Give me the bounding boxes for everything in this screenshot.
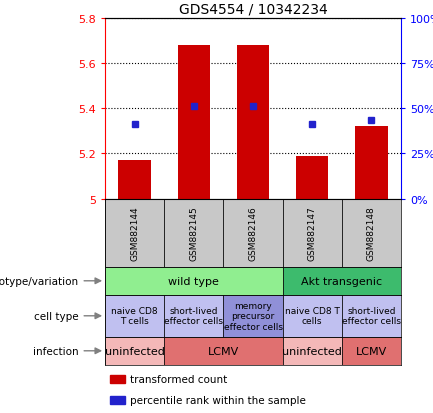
Bar xyxy=(237,46,269,199)
Bar xyxy=(223,295,283,337)
Bar xyxy=(105,267,283,295)
Text: genotype/variation: genotype/variation xyxy=(0,276,78,286)
Text: uninfected: uninfected xyxy=(282,346,342,356)
Bar xyxy=(283,337,342,365)
Text: memory
precursor
effector cells: memory precursor effector cells xyxy=(223,301,282,331)
Text: GSM882146: GSM882146 xyxy=(249,206,258,261)
Bar xyxy=(283,199,342,267)
Text: GSM882148: GSM882148 xyxy=(367,206,376,261)
Text: transformed count: transformed count xyxy=(130,374,227,384)
Bar xyxy=(178,46,210,199)
Text: LCMV: LCMV xyxy=(356,346,387,356)
Bar xyxy=(342,337,401,365)
Bar xyxy=(296,157,329,199)
Text: wild type: wild type xyxy=(168,276,219,286)
Text: uninfected: uninfected xyxy=(105,346,165,356)
Text: GSM882144: GSM882144 xyxy=(130,206,139,261)
Bar xyxy=(342,199,401,267)
Bar xyxy=(223,199,283,267)
Bar xyxy=(105,337,164,365)
Bar xyxy=(283,295,342,337)
Text: Akt transgenic: Akt transgenic xyxy=(301,276,382,286)
Bar xyxy=(283,267,401,295)
Bar xyxy=(105,295,164,337)
Text: percentile rank within the sample: percentile rank within the sample xyxy=(130,395,306,405)
Bar xyxy=(105,199,164,267)
Text: GSM882147: GSM882147 xyxy=(308,206,317,261)
Title: GDS4554 / 10342234: GDS4554 / 10342234 xyxy=(179,2,327,16)
Bar xyxy=(164,295,223,337)
Bar xyxy=(110,396,125,404)
Bar xyxy=(164,199,223,267)
Text: short-lived
effector cells: short-lived effector cells xyxy=(164,306,223,326)
Bar xyxy=(355,127,388,199)
Text: short-lived
effector cells: short-lived effector cells xyxy=(342,306,401,326)
Bar xyxy=(118,161,151,199)
Text: LCMV: LCMV xyxy=(208,346,239,356)
Bar xyxy=(164,337,283,365)
Text: naive CD8
T cells: naive CD8 T cells xyxy=(111,306,158,326)
Text: cell type: cell type xyxy=(34,311,78,321)
Text: naive CD8 T
cells: naive CD8 T cells xyxy=(285,306,339,326)
Text: GSM882145: GSM882145 xyxy=(189,206,198,261)
Bar xyxy=(342,295,401,337)
Text: infection: infection xyxy=(33,346,78,356)
Bar xyxy=(110,375,125,383)
